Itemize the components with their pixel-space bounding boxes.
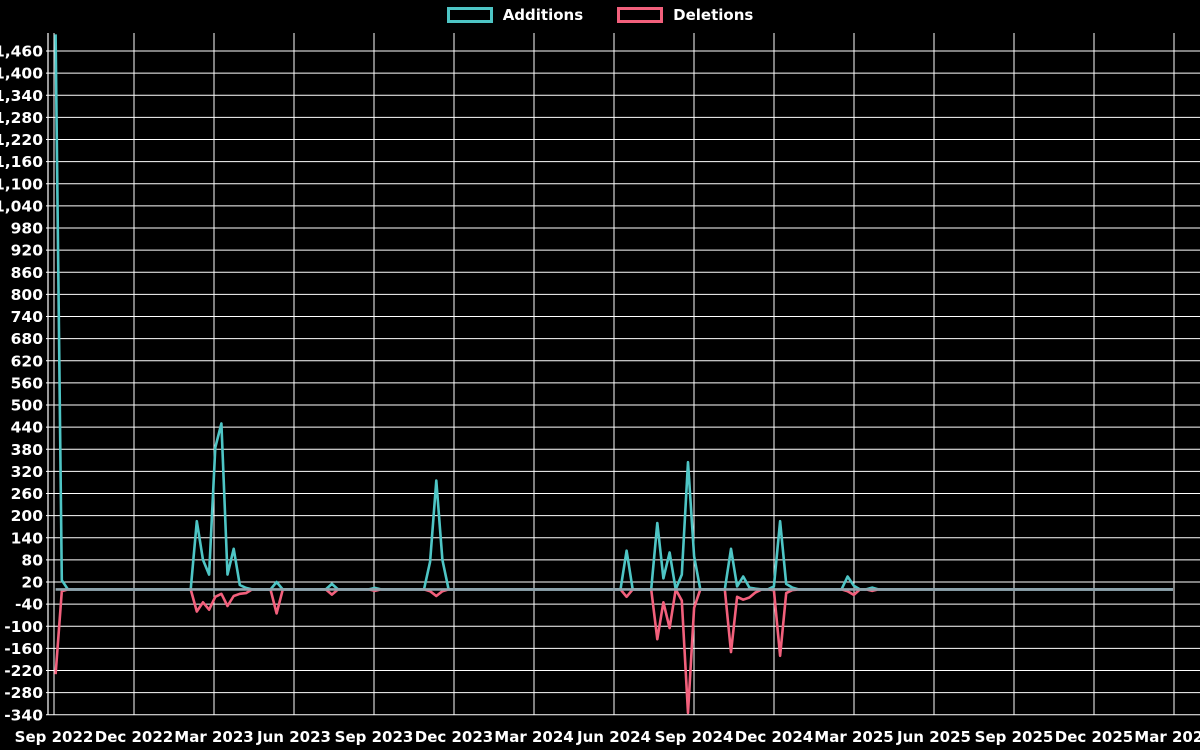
x-tick-label: Dec 2025 — [1055, 728, 1134, 746]
y-tick-label: 440 — [11, 419, 44, 437]
y-tick-label: 1,340 — [0, 87, 43, 105]
x-tick-label: Mar 2026 — [1134, 728, 1200, 746]
y-tick-label: -280 — [4, 684, 43, 702]
y-tick-label: 80 — [21, 551, 43, 569]
y-tick-label: 860 — [11, 264, 44, 282]
additions-swatch-icon — [446, 7, 493, 23]
y-tick-label: 1,040 — [0, 197, 43, 215]
x-tick-label: Mar 2023 — [174, 728, 253, 746]
x-tick-label: Dec 2024 — [735, 728, 814, 746]
y-tick-label: 800 — [11, 286, 44, 304]
y-tick-label: 1,220 — [0, 131, 43, 149]
y-tick-label: 20 — [21, 574, 43, 592]
y-tick-label: 740 — [11, 308, 44, 326]
legend-label-additions: Additions — [502, 5, 584, 24]
x-tick-label: Dec 2022 — [95, 728, 174, 746]
y-tick-label: 1,460 — [0, 43, 43, 61]
x-tick-label: Sep 2025 — [975, 728, 1054, 746]
y-tick-label: 1,100 — [0, 175, 43, 193]
x-tick-label: Jun 2024 — [576, 728, 651, 746]
x-tick-label: Jun 2025 — [896, 728, 971, 746]
y-tick-label: 380 — [11, 441, 44, 459]
x-tick-label: Sep 2023 — [335, 728, 414, 746]
y-tick-label: 140 — [11, 529, 44, 547]
y-tick-label: -160 — [4, 640, 43, 658]
axis-labels: -340 -280 -220 -160 -100 -40 20 80 140 200 260 320 3… — [0, 43, 1200, 746]
x-tick-label: Sep 2024 — [655, 728, 734, 746]
y-tick-label: 320 — [11, 463, 44, 481]
x-tick-label: Mar 2024 — [494, 728, 573, 746]
y-tick-label: 620 — [11, 352, 44, 370]
legend-label-deletions: Deletions — [673, 5, 754, 24]
y-tick-label: 500 — [11, 397, 44, 415]
gridlines — [46, 33, 1200, 716]
y-tick-label: 560 — [11, 374, 44, 392]
deletions-swatch-icon — [617, 7, 664, 23]
x-tick-label: Mar 2025 — [814, 728, 893, 746]
legend-item-additions[interactable]: Additions — [446, 5, 584, 24]
y-tick-label: 260 — [11, 485, 44, 503]
y-tick-label: 1,160 — [0, 153, 43, 171]
y-tick-label: 680 — [11, 330, 44, 348]
y-tick-label: -40 — [15, 596, 43, 614]
y-tick-label: 1,400 — [0, 65, 43, 83]
x-tick-label: Jun 2023 — [256, 728, 331, 746]
y-tick-label: -100 — [4, 618, 43, 636]
y-tick-label: 200 — [11, 507, 44, 525]
x-tick-label: Dec 2023 — [415, 728, 494, 746]
chart-legend: Additions Deletions — [0, 7, 1200, 23]
y-tick-label: -340 — [4, 706, 43, 724]
y-tick-label: 1,280 — [0, 109, 43, 127]
y-tick-label: 980 — [11, 220, 44, 238]
legend-item-deletions[interactable]: Deletions — [617, 7, 753, 23]
y-tick-label: -220 — [4, 662, 43, 680]
series-lines — [54, 34, 1173, 715]
y-tick-label: 920 — [11, 242, 44, 260]
x-tick-label: Sep 2022 — [15, 728, 94, 746]
